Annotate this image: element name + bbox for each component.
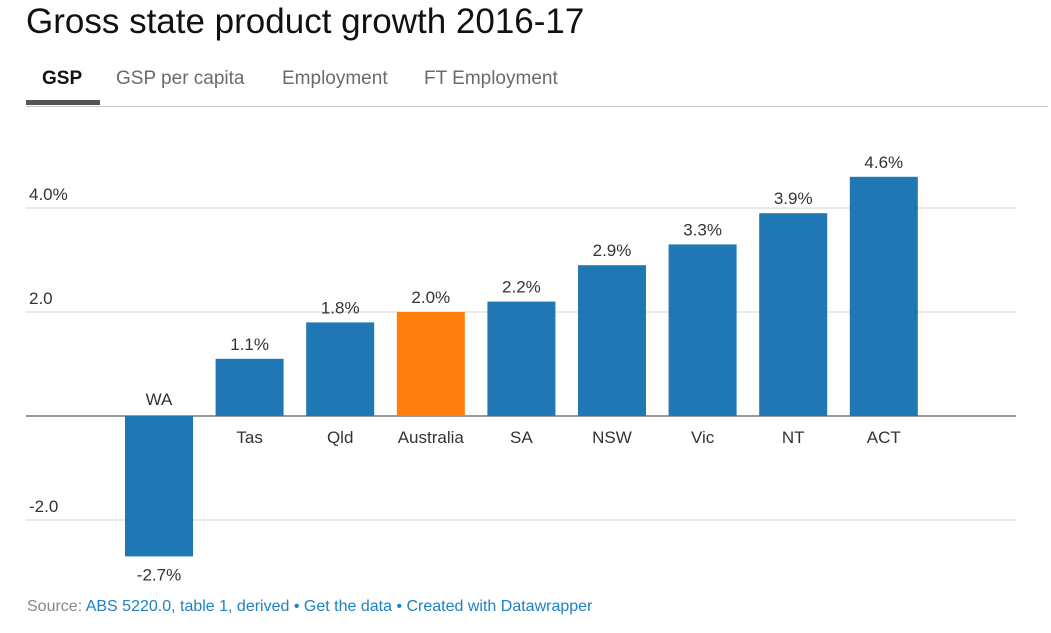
bar-value-label: 2.2% — [502, 278, 541, 297]
category-label: NSW — [592, 428, 632, 447]
get-data-link[interactable]: Get the data — [303, 598, 392, 615]
chart-footer: Source: ABS 5220.0, table 1, derived • G… — [27, 598, 592, 616]
datawrapper-link[interactable]: Created with Datawrapper — [406, 598, 593, 615]
bar — [125, 416, 193, 557]
bar-value-label: 2.0% — [411, 288, 450, 307]
y-tick-label: 2.0 — [29, 289, 53, 308]
tab-gsp[interactable]: GSP — [42, 68, 83, 89]
bar — [215, 358, 284, 416]
category-label: Qld — [327, 428, 353, 447]
bar — [759, 213, 828, 416]
category-label: Australia — [398, 428, 465, 447]
source-link[interactable]: ABS 5220.0, table 1, derived — [85, 598, 290, 615]
bar-value-label: 3.3% — [683, 220, 722, 239]
bar-value-label: 3.9% — [774, 189, 813, 208]
chart-title: Gross state product growth 2016-17 — [26, 2, 585, 41]
y-tick-label: 4.0% — [29, 185, 68, 204]
category-label: Vic — [691, 428, 715, 447]
tab-bar: GSP GSP per capita Employment FT Employm… — [26, 66, 1048, 107]
bar — [578, 265, 646, 416]
active-tab-indicator — [26, 100, 100, 105]
bar — [306, 322, 375, 416]
category-label: NT — [782, 428, 805, 447]
tab-gsp-per-capita[interactable]: GSP per capita — [116, 68, 245, 89]
bar-value-label: 1.1% — [230, 335, 269, 354]
category-label: Tas — [236, 428, 262, 447]
footer-separator: • — [293, 598, 300, 615]
bar-value-label: -2.7% — [137, 565, 181, 584]
category-label: WA — [146, 390, 173, 409]
bar-chart: 4.0% 2.0 -2.0 -2.7% WA 1.1% Tas 1.8% Qld 2.0% Aust… — [26, 153, 1016, 584]
source-label: Source: — [27, 598, 83, 615]
bar — [487, 301, 556, 416]
bar-value-label: 4.6% — [864, 153, 903, 172]
bar-value-label: 2.9% — [593, 241, 632, 260]
category-label: SA — [510, 428, 533, 447]
footer-separator: • — [396, 598, 403, 615]
bar — [668, 244, 737, 416]
bar — [849, 176, 918, 416]
bar-value-label: 1.8% — [321, 298, 360, 317]
category-label: ACT — [867, 428, 901, 447]
bar — [396, 312, 465, 416]
tab-employment[interactable]: Employment — [282, 68, 388, 89]
y-tick-label: -2.0 — [29, 497, 58, 516]
tab-ft-employment[interactable]: FT Employment — [424, 68, 558, 89]
